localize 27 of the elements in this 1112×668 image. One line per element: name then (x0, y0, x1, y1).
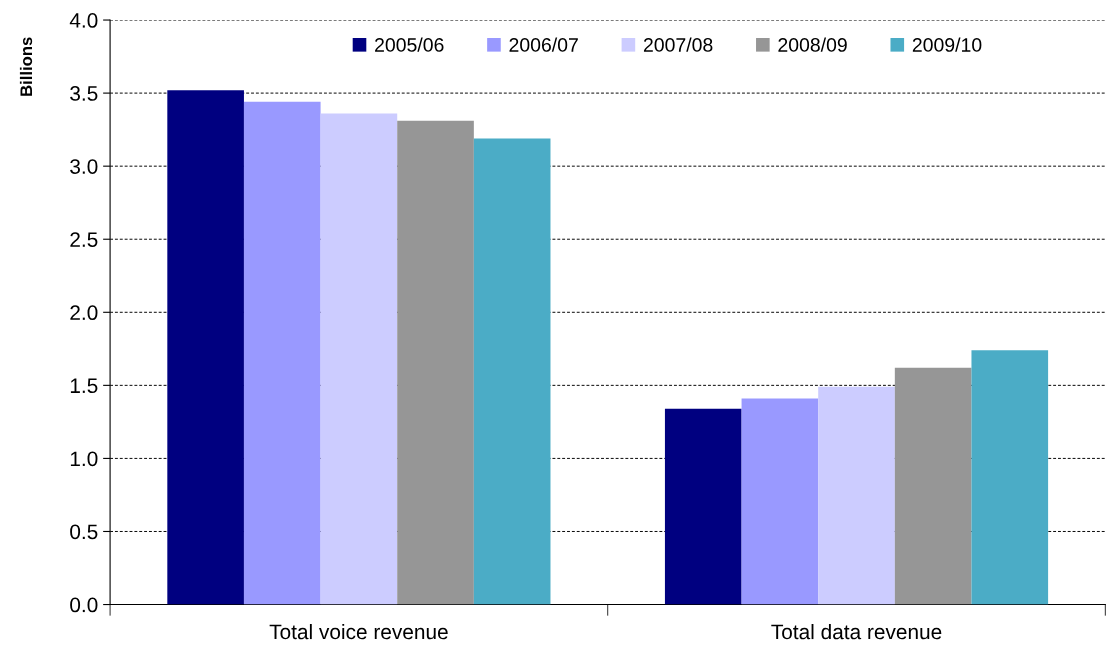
legend-label: 2005/06 (375, 37, 444, 52)
x-tick-label: Total data revenue (771, 623, 942, 640)
bar (243, 101, 321, 605)
bar (741, 398, 819, 605)
y-tick-label: 2.5 (70, 232, 98, 247)
y-tick-label: 3.5 (70, 86, 98, 101)
bar (664, 408, 742, 605)
bar (167, 90, 244, 605)
legend-label: 2006/07 (509, 37, 578, 52)
legend-label: 2008/09 (778, 37, 847, 52)
bar (320, 113, 398, 605)
bar (818, 386, 895, 605)
y-tick-label: 1.5 (70, 378, 98, 394)
bar (397, 120, 474, 605)
y-tick-label: 2.0 (70, 305, 98, 321)
bar (971, 350, 1049, 605)
y-tick-label: 1.0 (70, 451, 98, 467)
y-tick-label: 0.5 (70, 524, 98, 540)
bar (473, 138, 551, 605)
legend-label: 2007/08 (643, 37, 713, 52)
y-tick-label: 4.0 (69, 13, 98, 28)
y-tick-label: 0.0 (70, 597, 98, 613)
y-axis-title: Billions (19, 37, 33, 96)
y-tick-label: 3.0 (70, 159, 98, 174)
bar (894, 367, 972, 605)
x-tick-label: Total voice revenue (269, 623, 448, 640)
legend-label: 2009/10 (912, 37, 982, 52)
